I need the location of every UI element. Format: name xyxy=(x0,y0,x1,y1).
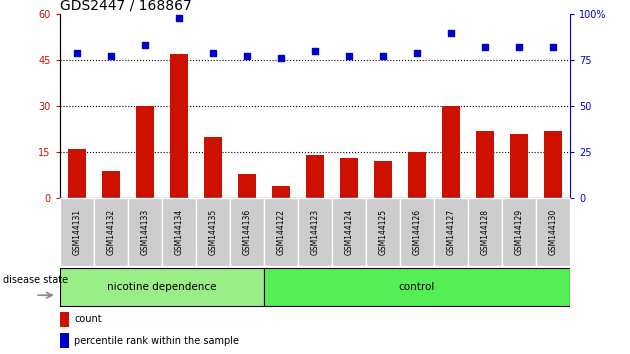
Text: GSM144129: GSM144129 xyxy=(515,209,524,255)
Point xyxy=(548,45,558,50)
Bar xyxy=(502,198,536,266)
Point xyxy=(174,15,184,21)
Text: nicotine dependence: nicotine dependence xyxy=(107,282,217,292)
Point xyxy=(378,54,388,59)
Text: control: control xyxy=(399,282,435,292)
Text: GSM144135: GSM144135 xyxy=(209,209,217,255)
Text: GSM144123: GSM144123 xyxy=(311,209,319,255)
Bar xyxy=(230,198,264,266)
Point xyxy=(276,56,286,61)
Bar xyxy=(366,198,400,266)
Point xyxy=(106,54,116,59)
Text: GSM144126: GSM144126 xyxy=(413,209,421,255)
Bar xyxy=(238,174,256,198)
Text: count: count xyxy=(74,314,102,325)
Point xyxy=(480,45,490,50)
Bar xyxy=(264,268,570,306)
Point xyxy=(208,50,218,56)
Point xyxy=(514,45,524,50)
Bar xyxy=(544,131,563,198)
Bar xyxy=(434,198,468,266)
Bar xyxy=(510,134,529,198)
Bar xyxy=(340,158,358,198)
Text: GSM144128: GSM144128 xyxy=(481,209,490,255)
Point xyxy=(310,48,320,54)
Text: GSM144122: GSM144122 xyxy=(277,209,285,255)
Text: percentile rank within the sample: percentile rank within the sample xyxy=(74,336,239,346)
Text: GSM144133: GSM144133 xyxy=(140,209,149,255)
Text: GSM144127: GSM144127 xyxy=(447,209,455,255)
Bar xyxy=(203,137,222,198)
Text: disease state: disease state xyxy=(3,275,68,285)
Bar xyxy=(135,106,154,198)
Point xyxy=(72,50,82,56)
Bar xyxy=(60,312,69,327)
Bar xyxy=(60,268,264,306)
Bar xyxy=(298,198,332,266)
Text: GSM144124: GSM144124 xyxy=(345,209,353,255)
Bar xyxy=(400,198,434,266)
Bar xyxy=(162,198,196,266)
Bar xyxy=(332,198,366,266)
Point xyxy=(412,50,422,56)
Bar xyxy=(374,161,392,198)
Point xyxy=(344,54,354,59)
Text: GSM144130: GSM144130 xyxy=(549,209,558,255)
Bar xyxy=(60,198,94,266)
Text: GSM144136: GSM144136 xyxy=(243,209,251,255)
Bar xyxy=(306,155,324,198)
Text: GSM144132: GSM144132 xyxy=(106,209,115,255)
Bar xyxy=(476,131,495,198)
Bar xyxy=(536,198,570,266)
Bar xyxy=(442,106,461,198)
Bar xyxy=(468,198,502,266)
Text: GDS2447 / 168867: GDS2447 / 168867 xyxy=(60,0,192,13)
Bar xyxy=(264,198,298,266)
Point xyxy=(242,54,252,59)
Bar xyxy=(67,149,86,198)
Point xyxy=(140,42,150,48)
Bar xyxy=(272,186,290,198)
Bar xyxy=(94,198,128,266)
Bar xyxy=(128,198,162,266)
Bar xyxy=(196,198,230,266)
Bar xyxy=(101,171,120,198)
Text: GSM144131: GSM144131 xyxy=(72,209,81,255)
Text: GSM144134: GSM144134 xyxy=(175,209,183,255)
Bar xyxy=(408,152,427,198)
Text: GSM144125: GSM144125 xyxy=(379,209,387,255)
Point xyxy=(446,30,456,35)
Bar xyxy=(169,54,188,198)
Bar xyxy=(60,333,69,348)
